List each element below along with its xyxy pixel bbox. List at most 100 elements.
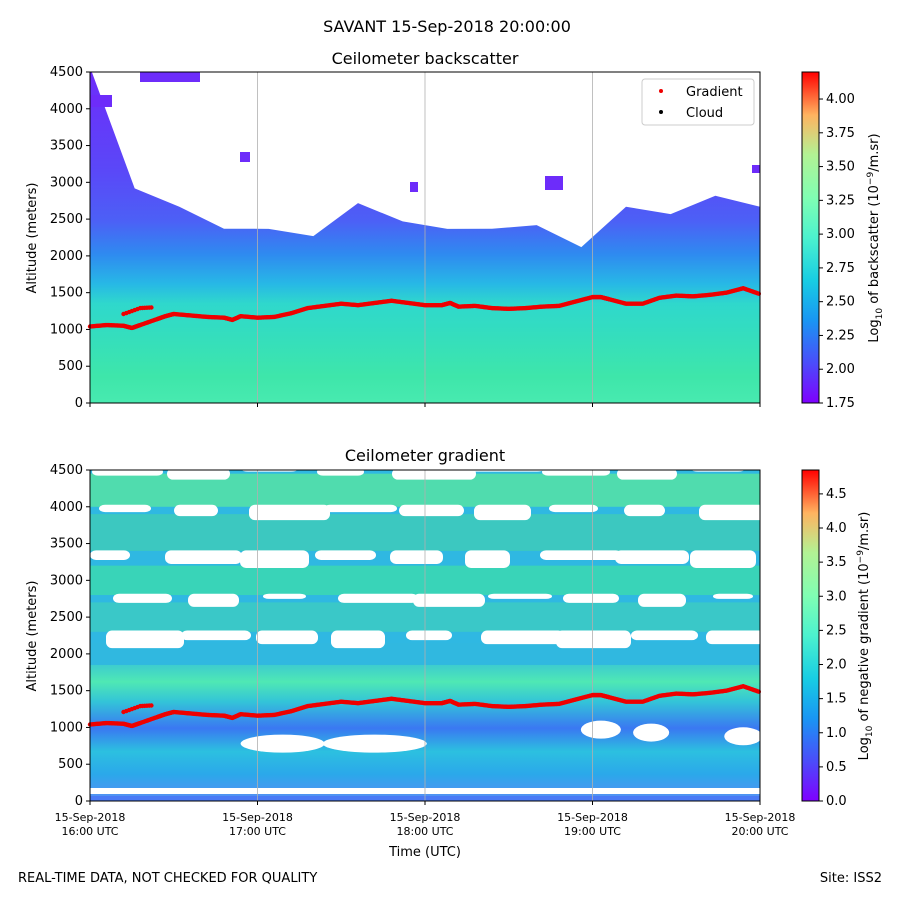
colorbar-tick-label: 0.0 xyxy=(826,794,847,809)
backscatter-patch xyxy=(545,176,563,190)
gradient-gap xyxy=(90,550,130,560)
backscatter-patch xyxy=(140,72,200,82)
colorbar-label-tail: /m.sr) xyxy=(867,133,882,171)
gradient-hole xyxy=(322,734,427,753)
colorbar-tick-label: 4.5 xyxy=(826,487,847,502)
gradient-hole xyxy=(580,720,621,739)
x-tick-time: 16:00 UTC xyxy=(61,825,118,838)
legend-gradient-marker xyxy=(659,89,663,93)
gradient-no-signal-holes xyxy=(90,470,760,753)
backscatter-colorbar xyxy=(801,71,820,404)
y-tick-label: 4000 xyxy=(50,500,83,515)
gradient-gap xyxy=(706,630,760,645)
gradient-gradient-layer xyxy=(87,684,762,729)
gradient-gap xyxy=(165,550,242,564)
gradient-gap xyxy=(92,470,163,476)
gradient-ylabel: Altitude (meters) xyxy=(25,581,40,692)
gradient-gap xyxy=(556,630,631,649)
y-tick-label: 3000 xyxy=(50,573,83,588)
y-tick-label: 3500 xyxy=(50,139,83,154)
colorbar-tick-label: 2.00 xyxy=(826,362,855,377)
y-tick-label: 2000 xyxy=(50,647,83,662)
backscatter-colorbar-label: Log10 of backscatter (10−9/m.sr) xyxy=(866,133,885,342)
backscatter-title: Ceilometer backscatter xyxy=(332,49,519,68)
gradient-gap xyxy=(240,550,309,568)
gradient-gap xyxy=(713,593,753,599)
gradient-gap xyxy=(317,470,364,476)
colorbar-label-tail: /m.sr) xyxy=(857,512,872,550)
y-tick-label: 4500 xyxy=(50,463,83,478)
gradient-gap xyxy=(188,593,239,607)
legend-box xyxy=(641,78,755,126)
colorbar-tick-label: 3.0 xyxy=(826,589,847,604)
colorbar-tick-label: 2.75 xyxy=(826,261,855,276)
backscatter-gridlines xyxy=(257,72,593,403)
y-tick-label: 3500 xyxy=(50,537,83,552)
colorbar-tick-label: 1.75 xyxy=(826,396,855,411)
gradient-gap xyxy=(549,504,598,513)
y-tick-label: 3000 xyxy=(50,175,83,190)
backscatter-patch xyxy=(752,165,760,173)
colorbar-label-log: Log xyxy=(857,737,872,760)
gradient-gap xyxy=(331,630,385,649)
y-tick-label: 4000 xyxy=(50,102,83,117)
gradient-gap xyxy=(631,630,698,641)
colorbar-label-mid: of negative gradient (10 xyxy=(857,563,872,725)
gradient-title: Ceilometer gradient xyxy=(345,446,505,465)
gradient-gap xyxy=(699,504,760,521)
x-tick-date: 15-Sep-2018 xyxy=(222,811,293,824)
backscatter-x-ticks xyxy=(89,403,761,407)
colorbar-tick-label: 2.50 xyxy=(826,295,855,310)
gradient-gridlines xyxy=(257,470,593,801)
gradient-gap xyxy=(113,593,172,603)
backscatter-patch xyxy=(240,152,250,162)
colorbar-label-sup: −9 xyxy=(866,172,876,186)
colorbar-tick-label: 1.5 xyxy=(826,692,847,707)
backscatter-ylabel: Altitude (meters) xyxy=(25,183,40,294)
y-tick-label: 1000 xyxy=(50,720,83,735)
gradient-gap xyxy=(690,550,756,568)
colorbar-tick-label: 2.0 xyxy=(826,658,847,673)
figure-title: SAVANT 15-Sep-2018 20:00:00 xyxy=(323,17,571,36)
x-tick-time: 20:00 UTC xyxy=(731,825,788,838)
gradient-gap xyxy=(488,593,552,599)
gradient-gap xyxy=(181,630,251,641)
colorbar-tick-label: 3.5 xyxy=(826,555,847,570)
gradient-gap xyxy=(465,550,510,568)
gradient-gap xyxy=(406,630,452,641)
colorbar-tick-label: 3.25 xyxy=(826,193,855,208)
gradient-hole xyxy=(633,723,670,742)
gradient-gap xyxy=(263,593,306,599)
gradient-colorbar xyxy=(801,469,820,802)
legend-gradient-label: Gradient xyxy=(686,85,743,100)
colorbar-tick-label: 2.25 xyxy=(826,328,855,343)
gradient-gap xyxy=(174,504,218,517)
gradient-gap xyxy=(315,550,376,560)
legend: Gradient Cloud xyxy=(641,78,755,126)
legend-cloud-marker xyxy=(659,110,663,114)
y-tick-label: 500 xyxy=(58,359,83,374)
backscatter-gradient-layer xyxy=(87,286,762,331)
gradient-gap xyxy=(399,504,464,517)
gradient-hole xyxy=(724,727,760,746)
x-tick-date: 15-Sep-2018 xyxy=(390,811,461,824)
colorbar-tick-label: 3.50 xyxy=(826,160,855,175)
gradient-colorbar-ticks: 0.0 0.5 1.0 1.5 2.0 2.5 3.0 3.5 4.0 4.5 xyxy=(819,487,847,809)
gradient-layer-point xyxy=(149,703,154,708)
colorbar-tick-label: 1.0 xyxy=(826,726,847,741)
gradient-gap xyxy=(392,470,476,480)
y-tick-label: 1500 xyxy=(50,286,83,301)
y-tick-label: 500 xyxy=(58,757,83,772)
gradient-gap xyxy=(474,504,531,521)
time-axis-label: Time (UTC) xyxy=(388,845,461,860)
x-tick-date: 15-Sep-2018 xyxy=(557,811,628,824)
colorbar-tick-label: 3.00 xyxy=(826,227,855,242)
x-tick-time: 17:00 UTC xyxy=(229,825,286,838)
y-tick-label: 4500 xyxy=(50,65,83,80)
x-tick-time: 18:00 UTC xyxy=(396,825,453,838)
x-tick-date: 15-Sep-2018 xyxy=(55,811,126,824)
y-tick-label: 2500 xyxy=(50,610,83,625)
gradient-gap xyxy=(413,593,485,607)
gradient-panel: Ceilometer gradient 0 500 1000 1500 2000 2500… xyxy=(25,446,875,860)
